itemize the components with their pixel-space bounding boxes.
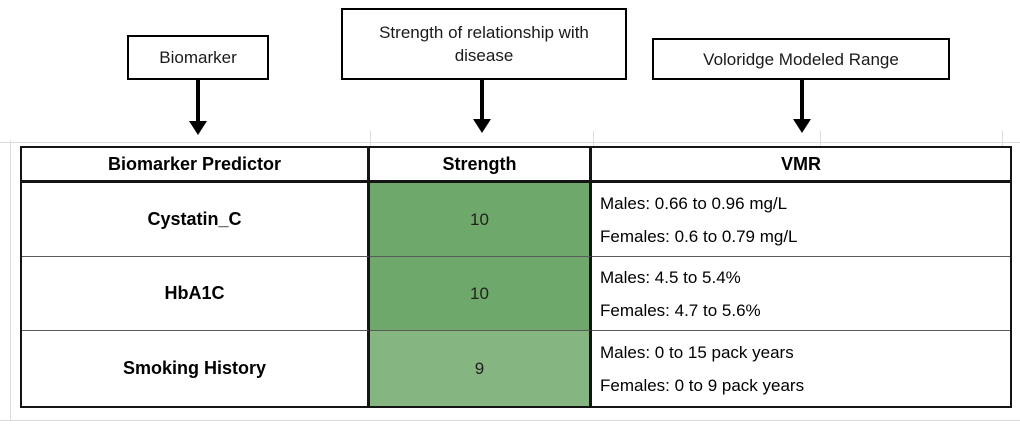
- header-biomarker-predictor: Biomarker Predictor: [22, 148, 370, 183]
- biomarker-name-cell: Smoking History: [22, 331, 370, 406]
- arrow-stem: [800, 80, 804, 120]
- callout-strength-label: Strength of relationship with disease: [379, 23, 589, 65]
- spreadsheet-gridline: [1002, 131, 1003, 146]
- vmr-cell: Males: 0 to 15 pack years Females: 0 to …: [592, 331, 1010, 406]
- callout-biomarker-label: Biomarker: [159, 48, 237, 67]
- vmr-female-line: Females: 0 to 9 pack years: [600, 375, 805, 395]
- spreadsheet-gridline: [0, 142, 1020, 143]
- arrowhead-icon: [793, 119, 811, 133]
- strength-value-cell: 10: [370, 183, 592, 257]
- strength-value-cell: 9: [370, 331, 592, 406]
- header-strength: Strength: [370, 148, 592, 183]
- vmr-male-line: Males: 0 to 15 pack years: [600, 342, 794, 362]
- header-vmr: VMR: [592, 148, 1010, 183]
- spreadsheet-gridline: [593, 131, 594, 146]
- callout-vmr: Voloridge Modeled Range: [652, 38, 950, 80]
- arrowhead-icon: [189, 121, 207, 135]
- vmr-female-line: Females: 4.7 to 5.6%: [600, 300, 761, 320]
- arrowhead-icon: [473, 119, 491, 133]
- vmr-female-line: Females: 0.6 to 0.79 mg/L: [600, 226, 798, 246]
- spreadsheet-gridline: [0, 420, 1020, 421]
- arrow-stem: [196, 80, 200, 122]
- vmr-cell: Males: 0.66 to 0.96 mg/L Females: 0.6 to…: [592, 183, 1010, 257]
- spreadsheet-gridline: [10, 140, 11, 421]
- callout-vmr-label: Voloridge Modeled Range: [703, 49, 899, 69]
- biomarker-table: Biomarker Predictor Strength VMR Cystati…: [20, 146, 1012, 408]
- biomarker-name-cell: Cystatin_C: [22, 183, 370, 257]
- vmr-male-line: Males: 0.66 to 0.96 mg/L: [600, 193, 788, 213]
- callout-biomarker: Biomarker: [127, 35, 269, 80]
- strength-value-cell: 10: [370, 257, 592, 331]
- callout-strength: Strength of relationship with disease: [341, 8, 627, 80]
- biomarker-name-cell: HbA1C: [22, 257, 370, 331]
- spreadsheet-gridline: [370, 131, 371, 146]
- arrow-stem: [480, 80, 484, 120]
- spreadsheet-gridline: [820, 131, 821, 146]
- vmr-male-line: Males: 4.5 to 5.4%: [600, 267, 741, 287]
- vmr-cell: Males: 4.5 to 5.4% Females: 4.7 to 5.6%: [592, 257, 1010, 331]
